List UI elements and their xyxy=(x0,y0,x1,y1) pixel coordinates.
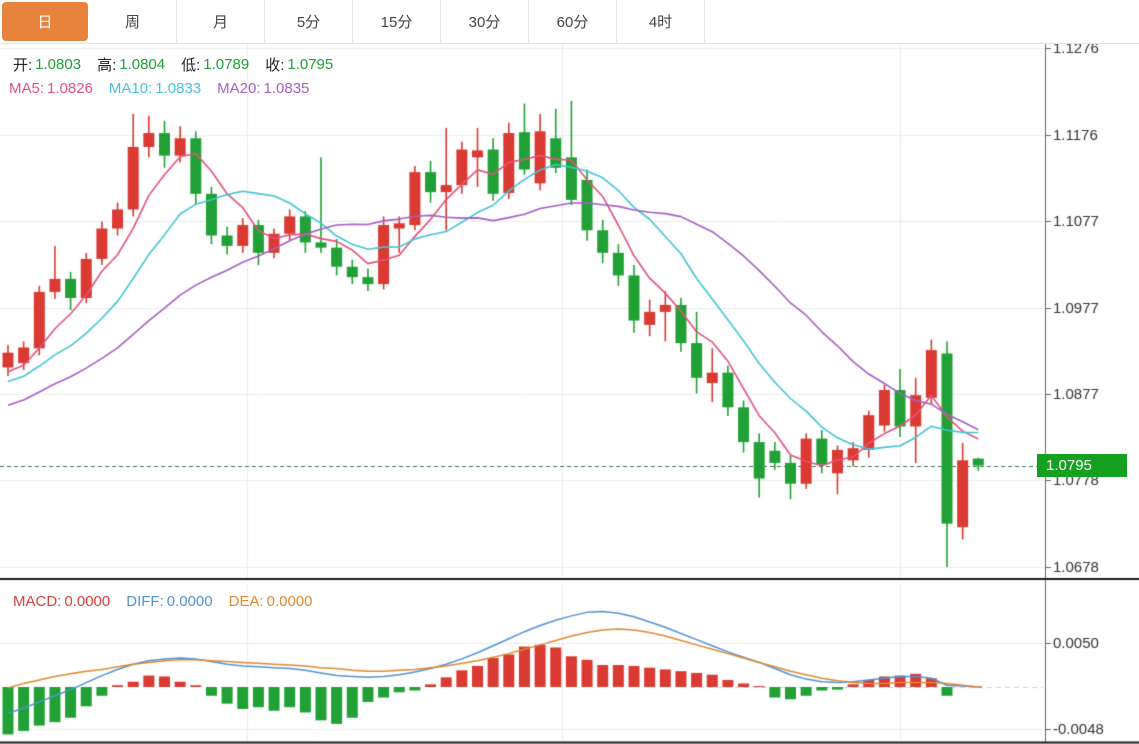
ma10-label: MA10: xyxy=(108,80,153,97)
low-label: 低: xyxy=(181,57,201,74)
tab-15min[interactable]: 15分 xyxy=(353,0,441,43)
ohlc-legend: 开: 1.0803 高: 1.0804 低: 1.0789 收: 1.0795 xyxy=(13,54,349,75)
ma20-label: MA20: xyxy=(217,80,261,97)
timeframe-tabbar: 日 周 月 5分 15分 30分 60分 4时 xyxy=(0,0,1139,44)
tab-month[interactable]: 月 xyxy=(177,0,265,43)
low-value: 1.0789 xyxy=(203,56,250,73)
ma5-value: 1.0826 xyxy=(47,80,93,97)
tab-week[interactable]: 周 xyxy=(89,0,177,43)
macd-label: MACD: xyxy=(13,593,62,610)
diff-value: 0.0000 xyxy=(166,593,213,610)
tab-60min[interactable]: 60分 xyxy=(529,0,617,43)
close-value: 1.0795 xyxy=(287,56,334,73)
close-label: 收: xyxy=(265,57,285,74)
high-label: 高: xyxy=(97,57,117,74)
ma-legend: MA5: 1.0826 MA10: 1.0833 MA20: 1.0835 xyxy=(9,80,325,97)
high-value: 1.0804 xyxy=(119,56,166,73)
open-label: 开: xyxy=(13,57,33,74)
macd-value: 0.0000 xyxy=(64,593,111,610)
tab-day[interactable]: 日 xyxy=(2,2,88,41)
ma20-value: 1.0835 xyxy=(263,80,310,97)
open-value: 1.0803 xyxy=(35,56,82,73)
dea-label: DEA: xyxy=(228,593,264,610)
current-price-badge: 1.0795 xyxy=(1037,454,1127,477)
ma10-value: 1.0833 xyxy=(155,80,202,97)
tab-4hour[interactable]: 4时 xyxy=(617,0,705,43)
macd-legend: MACD: 0.0000 DIFF: 0.0000 DEA: 0.0000 xyxy=(13,593,329,610)
diff-label: DIFF: xyxy=(126,593,164,610)
ma5-label: MA5: xyxy=(9,80,45,97)
dea-value: 0.0000 xyxy=(266,593,313,610)
tab-5min[interactable]: 5分 xyxy=(265,0,353,43)
tab-30min[interactable]: 30分 xyxy=(441,0,529,43)
